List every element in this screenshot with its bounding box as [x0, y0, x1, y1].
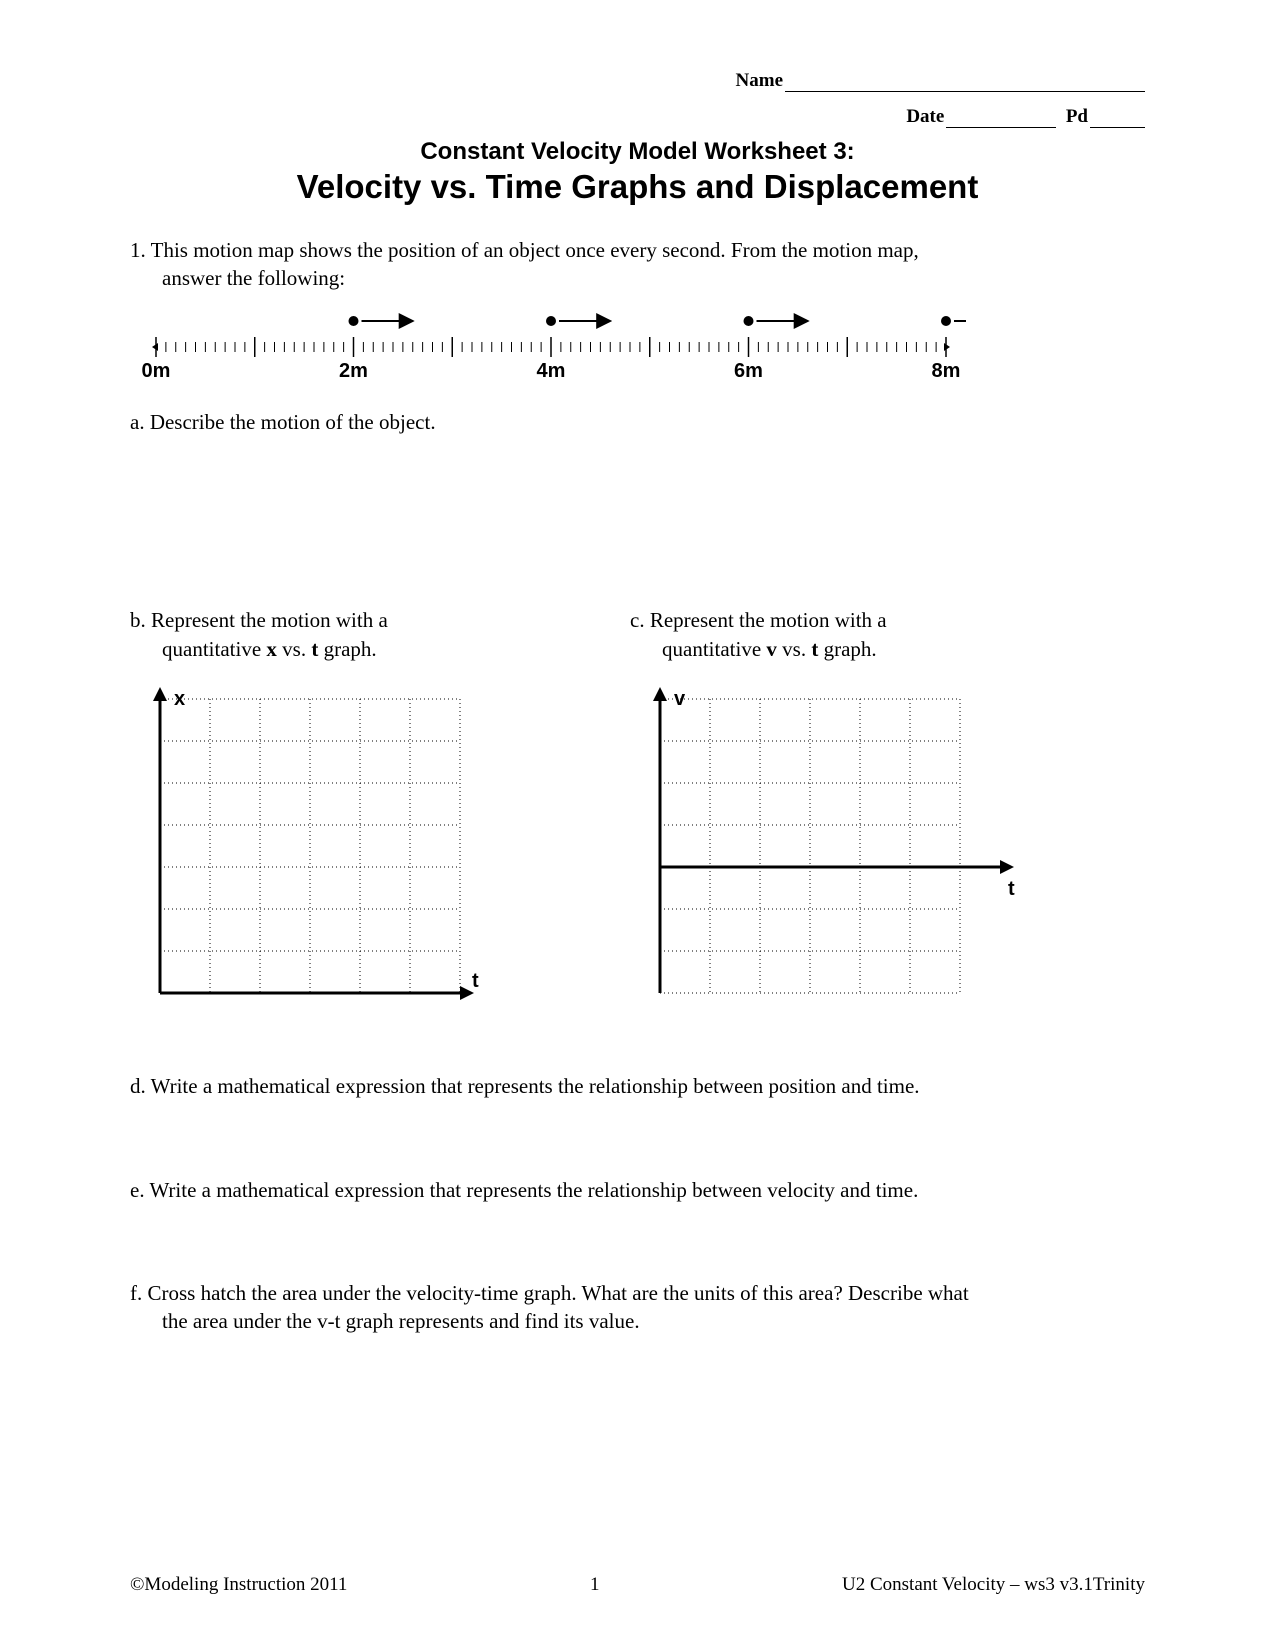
svg-text:6m: 6m [734, 360, 763, 382]
worksheet-subtitle: Constant Velocity Model Worksheet 3: [130, 138, 1145, 166]
q1e: e. Write a mathematical expression that … [130, 1176, 1145, 1204]
pd-label: Pd [1066, 106, 1088, 127]
header-fields: Name Date Pd [130, 70, 1145, 128]
q1-stem-line2: answer the following: [162, 264, 1145, 292]
pd-blank[interactable] [1090, 127, 1145, 128]
q1c-mid: vs. [777, 637, 811, 661]
q1b-suffix: graph. [318, 637, 376, 661]
title-block: Constant Velocity Model Worksheet 3: Vel… [130, 138, 1145, 206]
svg-text:2m: 2m [339, 360, 368, 382]
graph-c: vt [630, 685, 1070, 1032]
q1f-line2: the area under the v-t graph represents … [162, 1307, 1145, 1335]
footer-center: 1 [590, 1574, 600, 1596]
q1c-line2: quantitative v vs. t graph. [662, 635, 1070, 663]
q1b-line2: quantitative x vs. t graph. [162, 635, 570, 663]
svg-text:x: x [174, 688, 185, 710]
svg-text:4m: 4m [537, 360, 566, 382]
svg-text:8m: 8m [932, 360, 961, 382]
q1c-suffix: graph. [818, 637, 876, 661]
q1-bc-row: b. Represent the motion with a quantitat… [130, 606, 1145, 1032]
date-blank[interactable] [946, 127, 1056, 128]
q1c-col: c. Represent the motion with a quantitat… [630, 606, 1070, 1032]
q1c-line1: c. Represent the motion with a [630, 606, 1070, 634]
date-label: Date [906, 106, 944, 127]
worksheet-page: Name Date Pd Constant Velocity Model Wor… [0, 0, 1275, 1651]
q1-stem-line1: 1. This motion map shows the position of… [130, 236, 1145, 264]
svg-text:t: t [472, 970, 479, 992]
worksheet-title: Velocity vs. Time Graphs and Displacemen… [130, 168, 1145, 206]
name-label: Name [736, 70, 783, 91]
motion-map: 0m 2m 4m 6m 8m [136, 307, 1145, 394]
graph-b-svg: xt [130, 685, 510, 1025]
q1d: d. Write a mathematical expression that … [130, 1072, 1145, 1100]
q1f: f. Cross hatch the area under the veloci… [130, 1279, 1145, 1336]
name-blank[interactable] [785, 91, 1145, 92]
q1c-prefix: quantitative [662, 637, 766, 661]
q1b-mid: vs. [277, 637, 311, 661]
q1b-x: x [266, 637, 277, 661]
footer-right: U2 Constant Velocity – ws3 v3.1Trinity [842, 1574, 1145, 1596]
graph-b: xt [130, 685, 570, 1032]
name-field-row: Name [130, 70, 1145, 92]
q1b-col: b. Represent the motion with a quantitat… [130, 606, 570, 1032]
q1b-line1: b. Represent the motion with a [130, 606, 570, 634]
graph-c-svg: vt [630, 685, 1030, 1025]
motion-map-svg: 0m 2m 4m 6m 8m [136, 307, 966, 387]
q1f-line1: f. Cross hatch the area under the veloci… [130, 1279, 1145, 1307]
footer-left: ©Modeling Instruction 2011 [130, 1574, 347, 1596]
svg-text:t: t [1008, 878, 1015, 900]
date-pd-row: Date Pd [130, 106, 1145, 128]
svg-text:v: v [674, 688, 686, 710]
page-footer: ©Modeling Instruction 2011 1 U2 Constant… [130, 1574, 1145, 1596]
svg-text:0m: 0m [142, 360, 171, 382]
question-1: 1. This motion map shows the position of… [130, 236, 1145, 1336]
q1a: a. Describe the motion of the object. [130, 408, 1145, 436]
q1c-v: v [766, 637, 777, 661]
q1b-prefix: quantitative [162, 637, 266, 661]
